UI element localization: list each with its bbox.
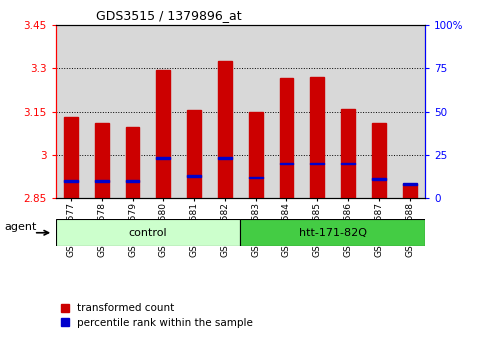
Bar: [95, 123, 109, 198]
Bar: [95, 180, 109, 182]
Text: GDS3515 / 1379896_at: GDS3515 / 1379896_at: [96, 9, 242, 22]
Legend: transformed count, percentile rank within the sample: transformed count, percentile rank withi…: [61, 303, 253, 327]
Bar: [311, 77, 324, 198]
Text: control: control: [128, 228, 167, 238]
Bar: [187, 110, 201, 198]
Bar: [372, 123, 386, 198]
Bar: [56, 219, 241, 246]
Bar: [403, 184, 416, 198]
Bar: [249, 112, 263, 198]
Bar: [280, 163, 293, 164]
Bar: [64, 117, 78, 198]
Bar: [64, 180, 78, 182]
Bar: [156, 70, 170, 198]
Bar: [403, 183, 416, 185]
Text: agent: agent: [5, 222, 37, 233]
Bar: [372, 178, 386, 180]
Text: htt-171-82Q: htt-171-82Q: [298, 228, 367, 238]
Bar: [341, 163, 355, 164]
Bar: [311, 163, 324, 164]
Bar: [280, 78, 293, 198]
Bar: [341, 109, 355, 198]
Bar: [249, 177, 263, 178]
Bar: [126, 127, 140, 198]
Bar: [240, 219, 425, 246]
Bar: [156, 158, 170, 159]
Bar: [218, 158, 232, 159]
Bar: [218, 61, 232, 198]
Bar: [187, 175, 201, 177]
Bar: [126, 180, 140, 182]
